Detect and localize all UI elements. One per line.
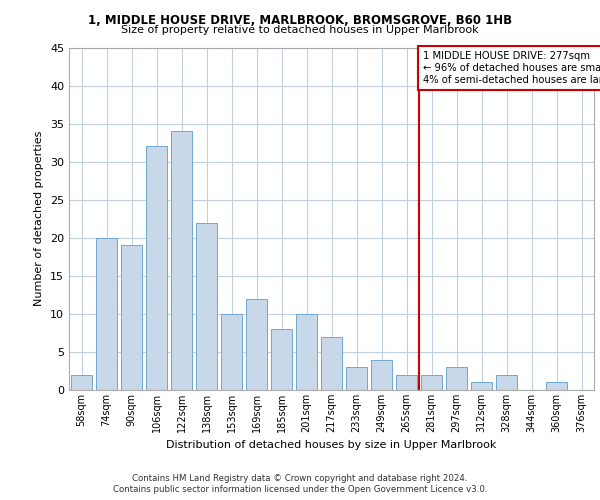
X-axis label: Distribution of detached houses by size in Upper Marlbrook: Distribution of detached houses by size … bbox=[166, 440, 497, 450]
Bar bbox=[271, 329, 292, 390]
Bar bbox=[96, 238, 117, 390]
Text: Contains HM Land Registry data © Crown copyright and database right 2024.
Contai: Contains HM Land Registry data © Crown c… bbox=[113, 474, 487, 494]
Bar bbox=[371, 360, 392, 390]
Bar bbox=[171, 131, 192, 390]
Bar bbox=[71, 375, 92, 390]
Text: Size of property relative to detached houses in Upper Marlbrook: Size of property relative to detached ho… bbox=[121, 25, 479, 35]
Bar bbox=[346, 367, 367, 390]
Text: 1, MIDDLE HOUSE DRIVE, MARLBROOK, BROMSGROVE, B60 1HB: 1, MIDDLE HOUSE DRIVE, MARLBROOK, BROMSG… bbox=[88, 14, 512, 27]
Bar bbox=[246, 298, 267, 390]
Bar bbox=[471, 382, 492, 390]
Bar bbox=[146, 146, 167, 390]
Bar bbox=[396, 375, 417, 390]
Bar bbox=[121, 246, 142, 390]
Bar bbox=[221, 314, 242, 390]
Bar bbox=[196, 222, 217, 390]
Bar bbox=[421, 375, 442, 390]
Text: 1 MIDDLE HOUSE DRIVE: 277sqm
← 96% of detached houses are smaller (184)
4% of se: 1 MIDDLE HOUSE DRIVE: 277sqm ← 96% of de… bbox=[423, 52, 600, 84]
Bar bbox=[296, 314, 317, 390]
Y-axis label: Number of detached properties: Number of detached properties bbox=[34, 131, 44, 306]
Bar bbox=[496, 375, 517, 390]
Bar bbox=[446, 367, 467, 390]
Bar bbox=[546, 382, 567, 390]
Bar bbox=[321, 336, 342, 390]
